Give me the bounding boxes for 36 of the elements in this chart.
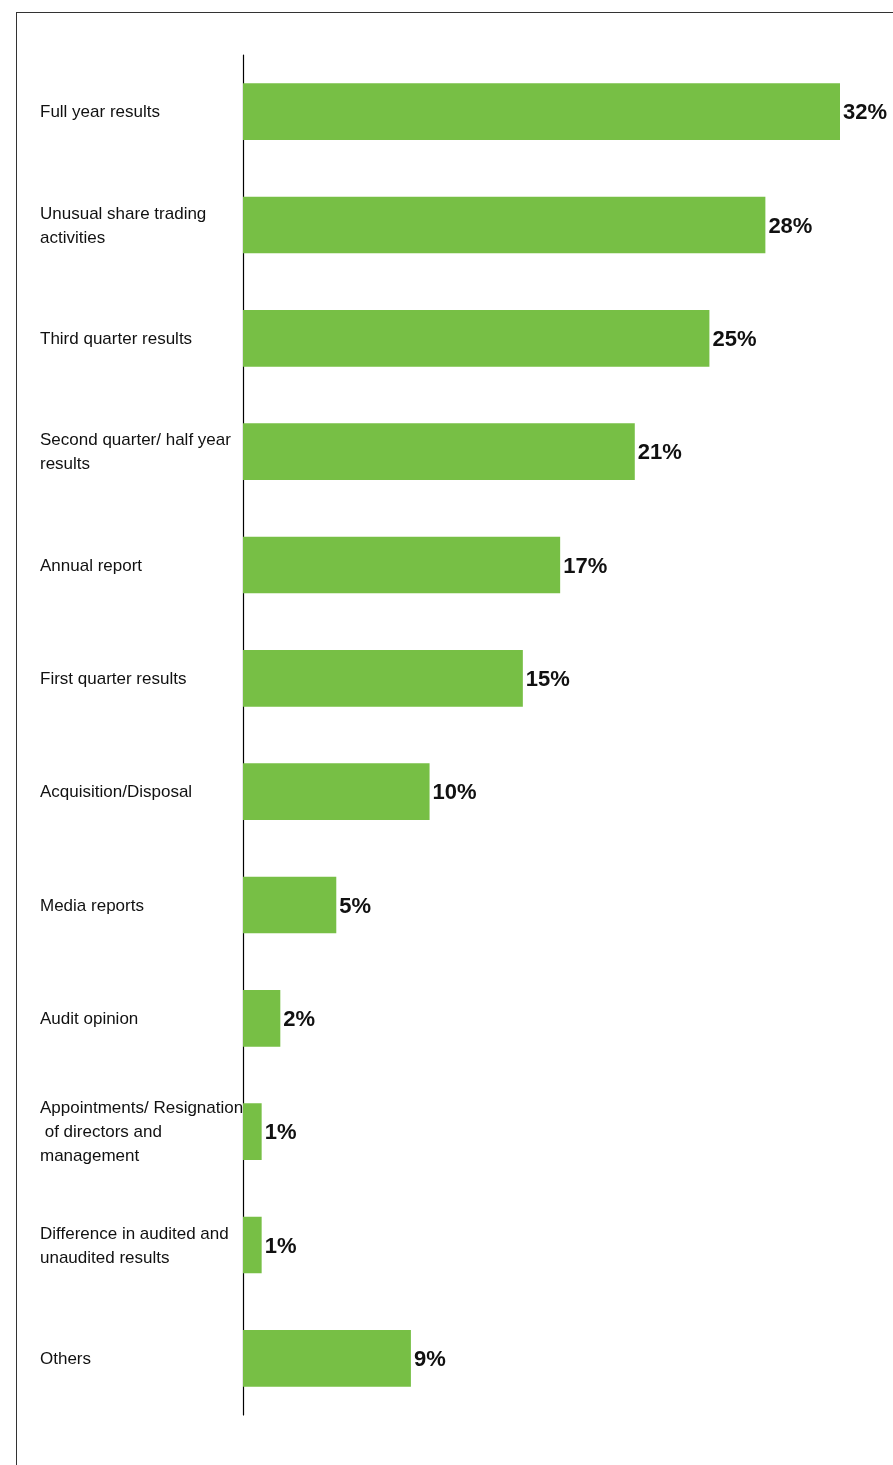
bar bbox=[243, 1330, 411, 1387]
data-label: 5% bbox=[339, 892, 372, 918]
bar bbox=[243, 1103, 262, 1160]
y-tick-label: Third quarter results bbox=[40, 328, 193, 348]
bar bbox=[243, 310, 710, 367]
bar bbox=[243, 423, 635, 480]
data-label: 17% bbox=[563, 552, 608, 578]
bar bbox=[243, 990, 281, 1047]
y-tick-label: Annual report bbox=[40, 555, 143, 575]
y-tick-label: First quarter results bbox=[40, 668, 187, 688]
bar bbox=[243, 83, 840, 140]
bar bbox=[243, 876, 337, 934]
y-tick-label: Difference in audited and unaudited results bbox=[40, 1223, 234, 1267]
data-label: 21% bbox=[637, 439, 682, 465]
y-tick-label: Full year results bbox=[40, 102, 160, 122]
data-label: 10% bbox=[432, 779, 477, 805]
data-label: 15% bbox=[525, 665, 570, 691]
bar bbox=[243, 763, 430, 820]
bar bbox=[243, 196, 766, 254]
y-tick-label: Appointments/ Resignation of directors and management bbox=[40, 1098, 244, 1166]
data-label: 32% bbox=[843, 99, 888, 125]
y-tick-label: Second quarter/ half year results bbox=[40, 430, 236, 474]
data-label: 1% bbox=[264, 1232, 297, 1258]
data-label: 1% bbox=[264, 1119, 297, 1145]
y-tick-label: Others bbox=[40, 1348, 92, 1368]
bar bbox=[243, 536, 561, 594]
bar bbox=[243, 650, 523, 707]
data-label: 28% bbox=[768, 212, 813, 238]
y-tick-label: Unusual share trading activities bbox=[40, 203, 212, 247]
data-label: 2% bbox=[283, 1005, 316, 1031]
data-label: 9% bbox=[413, 1345, 446, 1371]
data-label: 25% bbox=[712, 325, 757, 351]
y-tick-label: Audit opinion bbox=[40, 1008, 139, 1028]
y-tick-label: Acquisition/Disposal bbox=[40, 782, 193, 802]
bar bbox=[243, 1216, 262, 1274]
y-tick-label: Media reports bbox=[40, 895, 144, 915]
